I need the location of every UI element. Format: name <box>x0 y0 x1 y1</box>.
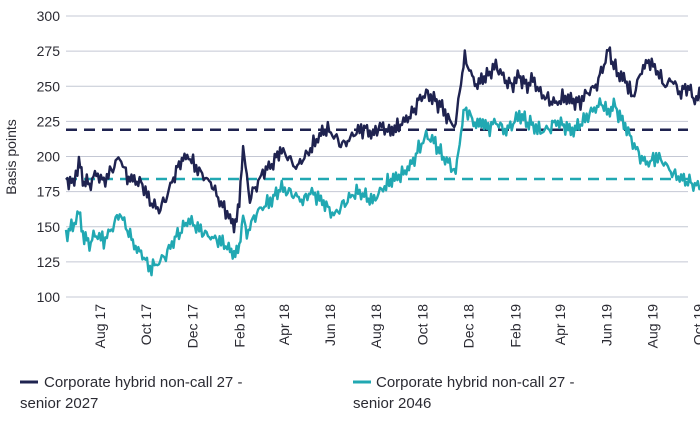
legend-label-1-line-1: Corporate hybrid non-call 27 - <box>44 374 242 391</box>
legend-item-1: Corporate hybrid non-call 27 - senior 20… <box>20 374 242 412</box>
gridlines <box>66 15 688 298</box>
y-axis-tick-labels: 100 125 150 175 200 225 250 275 300 <box>37 8 61 305</box>
x-tick-label-11: Apr 19 <box>552 304 568 345</box>
series-line-2 <box>64 97 700 277</box>
x-tick-label-4: Feb 18 <box>231 304 247 348</box>
series-lines <box>64 46 700 277</box>
x-tick-label-14: Oct 19 <box>691 304 700 345</box>
x-tick-label-1: Aug 17 <box>92 304 108 349</box>
x-tick-label-9: Dec 18 <box>461 304 477 349</box>
y-tick-label-275: 275 <box>37 43 61 59</box>
y-tick-label-100: 100 <box>37 289 61 305</box>
x-tick-label-6: Jun 18 <box>322 304 338 346</box>
y-axis-title: Basis points <box>3 119 19 194</box>
y-tick-label-150: 150 <box>37 219 61 235</box>
x-tick-label-3: Dec 17 <box>184 304 200 349</box>
y-tick-label-225: 225 <box>37 113 61 129</box>
x-tick-label-7: Aug 18 <box>368 304 384 349</box>
x-tick-label-8: Oct 18 <box>414 304 430 345</box>
y-tick-label-300: 300 <box>37 8 61 24</box>
series-line-1 <box>65 46 700 234</box>
average-lines <box>66 128 688 181</box>
x-tick-label-2: Oct 17 <box>138 304 154 345</box>
y-tick-label-175: 175 <box>37 184 61 200</box>
x-tick-label-12: Jun 19 <box>598 304 614 346</box>
x-tick-label-10: Feb 19 <box>508 304 524 348</box>
y-tick-label-250: 250 <box>37 78 61 94</box>
y-tick-label-200: 200 <box>37 149 61 165</box>
legend-item-2: Corporate hybrid non-call 27 - senior 20… <box>353 374 574 412</box>
y-tick-label-125: 125 <box>37 254 61 270</box>
x-axis-tick-labels: Aug 17 Oct 17 Dec 17 Feb 18 Apr 18 Jun 18 Aug … <box>92 304 700 349</box>
legend: Corporate hybrid non-call 27 - senior 20… <box>20 374 574 412</box>
legend-label-2-line-2: senior 2046 <box>353 395 431 412</box>
x-tick-label-13: Aug 19 <box>644 304 660 349</box>
legend-label-2-line-1: Corporate hybrid non-call 27 - <box>376 374 574 391</box>
x-tick-label-5: Apr 18 <box>276 304 292 345</box>
legend-label-1-line-2: senior 2027 <box>20 395 98 412</box>
